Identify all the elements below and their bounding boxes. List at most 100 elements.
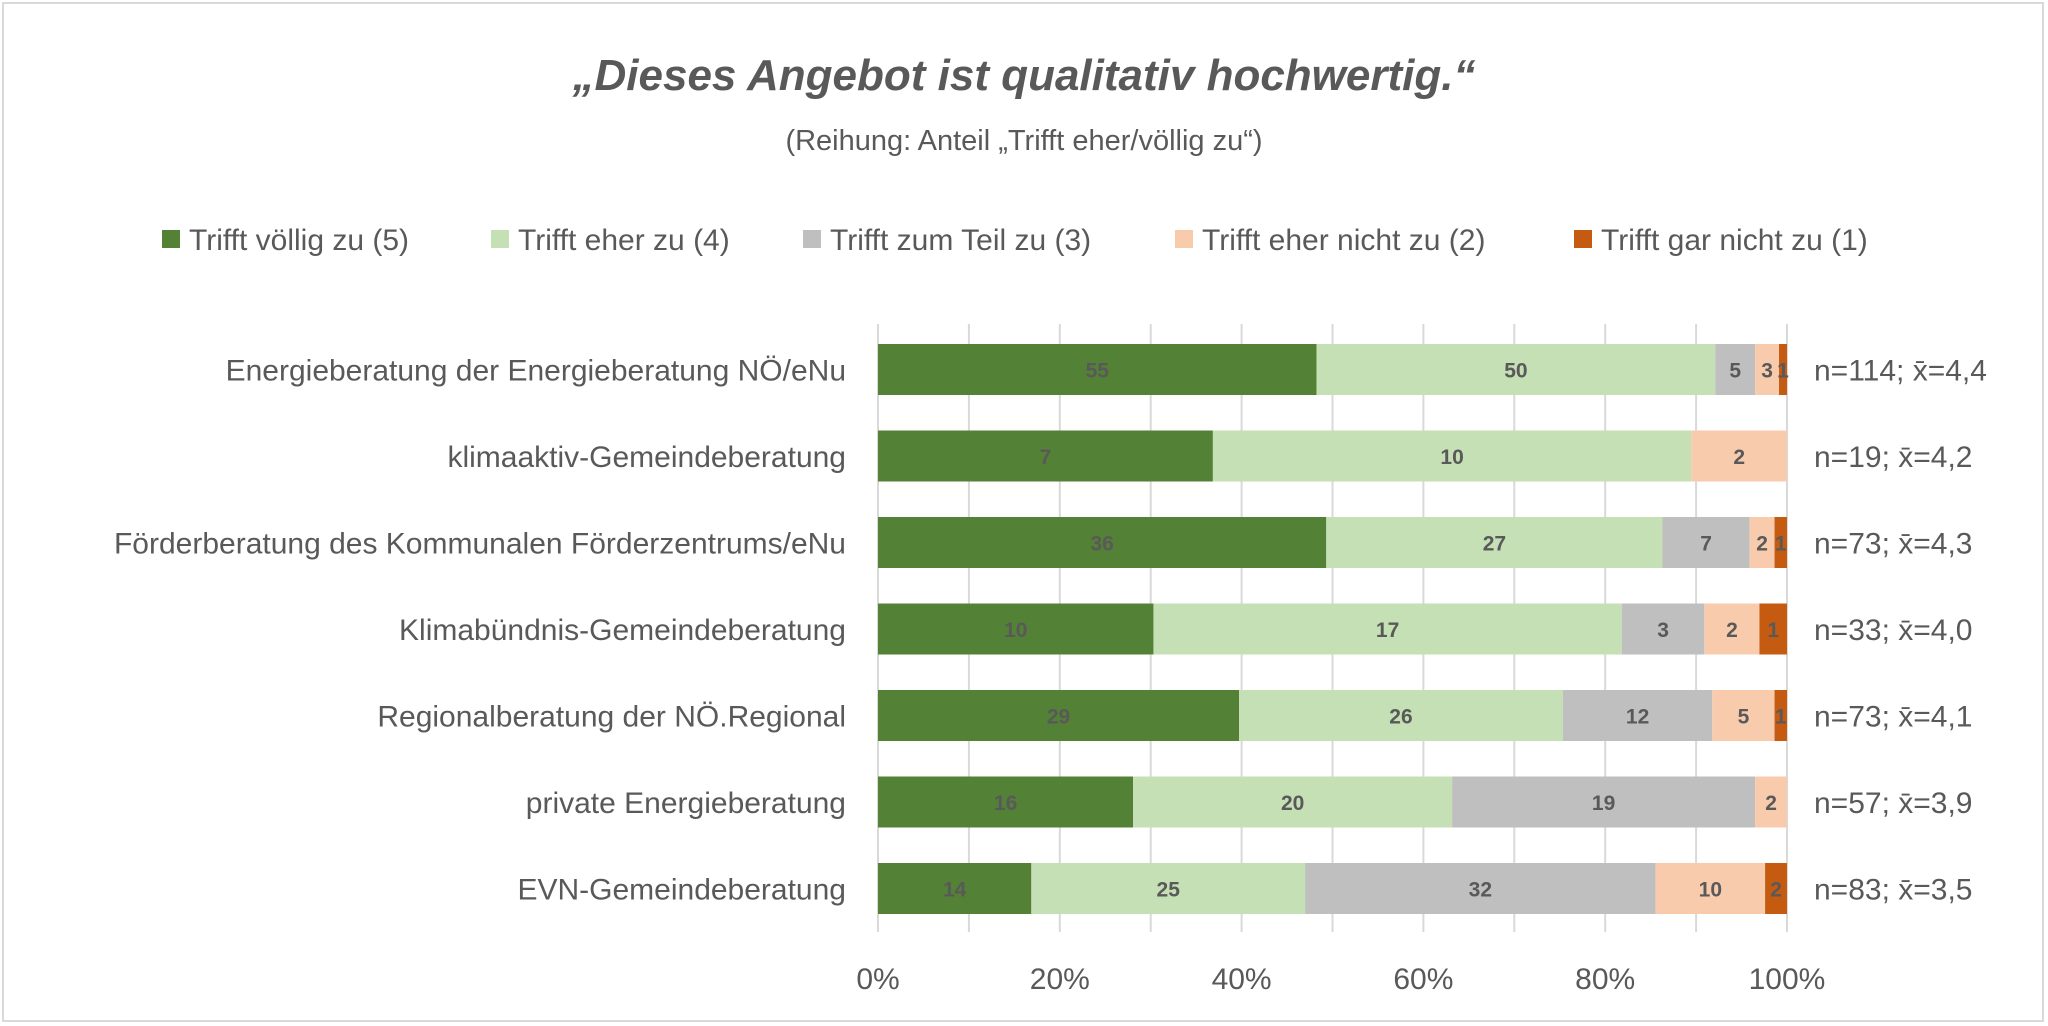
- x-tick-label: 20%: [1030, 963, 1090, 996]
- stat-labels: n=114; x̄=4,4 n=19; x̄=4,2 n=73; x̄=4,3 n=3…: [1814, 355, 1987, 907]
- stat-label: n=83; x̄=3,5: [1814, 874, 1972, 907]
- bar-private-energieberatung-5: [878, 776, 1134, 828]
- bar-private-energieberatung-3: [1452, 776, 1756, 828]
- bar-energieberatung-der-energieberatung-n-enu-5: [878, 344, 1317, 395]
- legend-label-3: Trifft zum Teil zu (3): [830, 224, 1091, 257]
- data-label-f-rderberatung-des-kommunalen-f-rderzentrums-enu-5: 36: [1090, 533, 1113, 556]
- legend-swatch-2: [491, 230, 509, 248]
- data-label-klimaaktiv-gemeindeberatung-2: 2: [1733, 446, 1745, 469]
- stat-label: n=57; x̄=3,9: [1814, 787, 1972, 820]
- data-label-klimab-ndnis-gemeindeberatung-4: 17: [1376, 619, 1399, 642]
- bars: 55 50 5 3 17 10 236 27 7 2 110 17 3 2 129 26 12 5 116 20 19 2…: [878, 344, 1789, 914]
- category-label: klimaaktiv-Gemeindeberatung: [447, 441, 846, 474]
- data-label-private-energieberatung-2: 2: [1765, 792, 1777, 815]
- bar-regionalberatung-der-n-regional-5: [878, 690, 1240, 741]
- bar-evn-gemeindeberatung-3: [1305, 863, 1656, 914]
- bar-f-rderberatung-des-kommunalen-f-rderzentrums-enu-4: [1326, 517, 1663, 568]
- data-label-evn-gemeindeberatung-2: 10: [1699, 879, 1722, 902]
- data-label-evn-gemeindeberatung-4: 25: [1157, 879, 1181, 902]
- data-label-klimab-ndnis-gemeindeberatung-1: 1: [1767, 619, 1779, 642]
- bar-klimaaktiv-gemeindeberatung-2: [1691, 430, 1787, 482]
- data-label-f-rderberatung-des-kommunalen-f-rderzentrums-enu-2: 2: [1756, 533, 1768, 556]
- bar-regionalberatung-der-n-regional-4: [1239, 690, 1563, 741]
- category-label: Förderberatung des Kommunalen Förderzent…: [114, 528, 846, 561]
- bar-energieberatung-der-energieberatung-n-enu-1: [1779, 344, 1787, 395]
- data-label-klimab-ndnis-gemeindeberatung-2: 2: [1726, 619, 1738, 642]
- data-label-regionalberatung-der-n-regional-3: 12: [1626, 706, 1649, 729]
- bar-energieberatung-der-energieberatung-n-enu-2: [1755, 344, 1780, 395]
- category-labels: Energieberatung der Energieberatung NÖ/e…: [114, 355, 846, 907]
- legend-label-5: Trifft gar nicht zu (1): [1601, 224, 1868, 257]
- bar-klimab-ndnis-gemeindeberatung-4: [1153, 603, 1622, 655]
- legend-swatch-4: [1175, 230, 1193, 248]
- data-label-f-rderberatung-des-kommunalen-f-rderzentrums-enu-1: 1: [1775, 533, 1787, 556]
- chart-canvas: „Dieses Angebot ist qualitativ hochwerti…: [114, 51, 1987, 996]
- data-label-evn-gemeindeberatung-1: 2: [1770, 879, 1782, 902]
- data-label-klimaaktiv-gemeindeberatung-4: 10: [1440, 446, 1463, 469]
- x-tick-label: 80%: [1575, 963, 1635, 996]
- category-label: EVN-Gemeindeberatung: [517, 874, 846, 907]
- bar-evn-gemeindeberatung-2: [1655, 863, 1766, 914]
- bar-private-energieberatung-2: [1755, 776, 1787, 828]
- data-label-klimaaktiv-gemeindeberatung-5: 7: [1040, 446, 1052, 469]
- legend-label-4: Trifft eher nicht zu (2): [1202, 224, 1485, 257]
- data-label-evn-gemeindeberatung-5: 14: [943, 879, 967, 902]
- bar-f-rderberatung-des-kommunalen-f-rderzentrums-enu-3: [1662, 517, 1750, 568]
- x-tick-label: 40%: [1212, 963, 1272, 996]
- x-axis-ticks: 0% 20% 40% 60% 80% 100%: [856, 963, 1825, 996]
- data-label-klimab-ndnis-gemeindeberatung-5: 10: [1004, 619, 1027, 642]
- bar-f-rderberatung-des-kommunalen-f-rderzentrums-enu-2: [1749, 517, 1775, 568]
- stat-label: n=33; x̄=4,0: [1814, 614, 1972, 647]
- data-label-regionalberatung-der-n-regional-1: 1: [1775, 706, 1787, 729]
- data-label-klimab-ndnis-gemeindeberatung-3: 3: [1657, 619, 1669, 642]
- data-label-regionalberatung-der-n-regional-4: 26: [1389, 706, 1412, 729]
- data-label-energieberatung-der-energieberatung-n-enu-5: 55: [1086, 360, 1110, 383]
- bar-klimab-ndnis-gemeindeberatung-2: [1704, 603, 1760, 655]
- bar-evn-gemeindeberatung-1: [1765, 863, 1787, 914]
- chart-title: „Dieses Angebot ist qualitativ hochwerti…: [572, 51, 1476, 100]
- data-label-evn-gemeindeberatung-3: 32: [1469, 879, 1492, 902]
- bar-evn-gemeindeberatung-5: [878, 863, 1032, 914]
- bar-energieberatung-der-energieberatung-n-enu-3: [1715, 344, 1756, 395]
- bar-klimab-ndnis-gemeindeberatung-1: [1759, 603, 1787, 655]
- data-label-regionalberatung-der-n-regional-2: 5: [1738, 706, 1750, 729]
- data-label-private-energieberatung-5: 16: [994, 792, 1017, 815]
- bar-klimab-ndnis-gemeindeberatung-5: [878, 603, 1154, 655]
- bar-regionalberatung-der-n-regional-1: [1774, 690, 1787, 741]
- category-label: private Energieberatung: [526, 787, 846, 820]
- bar-klimaaktiv-gemeindeberatung-4: [1212, 430, 1692, 482]
- bar-private-energieberatung-4: [1133, 776, 1453, 828]
- data-label-f-rderberatung-des-kommunalen-f-rderzentrums-enu-3: 7: [1700, 533, 1712, 556]
- data-label-energieberatung-der-energieberatung-n-enu-3: 5: [1729, 360, 1741, 383]
- data-label-private-energieberatung-3: 19: [1592, 792, 1615, 815]
- legend-label-2: Trifft eher zu (4): [518, 224, 730, 257]
- data-label-private-energieberatung-4: 20: [1281, 792, 1304, 815]
- chart-subtitle: (Reihung: Anteil „Trifft eher/völlig zu“…: [785, 125, 1262, 157]
- stat-label: n=19; x̄=4,2: [1814, 441, 1972, 474]
- legend: Trifft völlig zu (5) Trifft eher zu (4) Tr…: [162, 224, 1868, 257]
- category-label: Energieberatung der Energieberatung NÖ/e…: [226, 355, 846, 388]
- bar-klimab-ndnis-gemeindeberatung-3: [1621, 603, 1705, 655]
- stat-label: n=114; x̄=4,4: [1814, 355, 1987, 388]
- bar-regionalberatung-der-n-regional-2: [1712, 690, 1775, 741]
- stat-label: n=73; x̄=4,1: [1814, 701, 1972, 734]
- category-label: Klimabündnis-Gemeindeberatung: [399, 614, 846, 647]
- bar-f-rderberatung-des-kommunalen-f-rderzentrums-enu-1: [1774, 517, 1787, 568]
- data-label-energieberatung-der-energieberatung-n-enu-1: 1: [1777, 360, 1789, 383]
- data-label-energieberatung-der-energieberatung-n-enu-4: 50: [1504, 360, 1527, 383]
- legend-label-1: Trifft völlig zu (5): [189, 224, 409, 257]
- data-label-energieberatung-der-energieberatung-n-enu-2: 3: [1761, 360, 1773, 383]
- legend-swatch-5: [1574, 230, 1592, 248]
- bar-f-rderberatung-des-kommunalen-f-rderzentrums-enu-5: [878, 517, 1327, 568]
- data-label-f-rderberatung-des-kommunalen-f-rderzentrums-enu-4: 27: [1483, 533, 1506, 556]
- x-tick-label: 0%: [856, 963, 899, 996]
- category-label: Regionalberatung der NÖ.Regional: [377, 701, 846, 734]
- stat-label: n=73; x̄=4,3: [1814, 528, 1972, 561]
- data-label-regionalberatung-der-n-regional-5: 29: [1047, 706, 1070, 729]
- bar-regionalberatung-der-n-regional-3: [1562, 690, 1713, 741]
- x-tick-label: 100%: [1749, 963, 1826, 996]
- x-tick-label: 60%: [1393, 963, 1453, 996]
- bar-energieberatung-der-energieberatung-n-enu-4: [1316, 344, 1716, 395]
- bar-klimaaktiv-gemeindeberatung-5: [878, 430, 1213, 482]
